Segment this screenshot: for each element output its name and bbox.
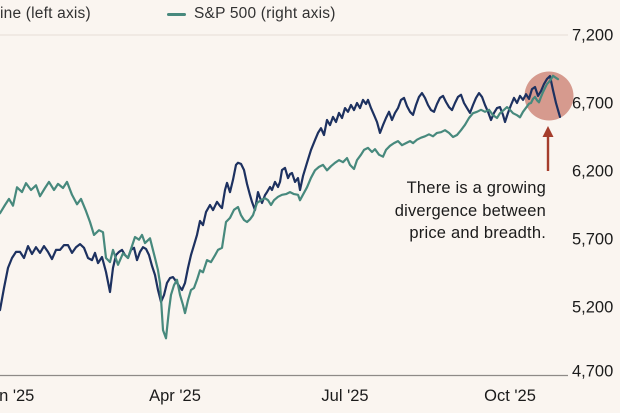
divergence-annotation: There is a growing divergence between pr… bbox=[316, 177, 546, 245]
chart-legend: ine (left axis) S&P 500 (right axis) bbox=[0, 0, 620, 30]
right-axis-tick-label-5200: 5,200 bbox=[572, 299, 613, 317]
x-axis-tick-label-3: Jul '25 bbox=[321, 387, 368, 405]
x-axis-tick-label-4: Oct '25 bbox=[484, 387, 536, 405]
breadth-line-series bbox=[0, 74, 562, 312]
legend-label-breadth-line: ine (left axis) bbox=[0, 5, 91, 22]
legend-item-breadth-line: ine (left axis) bbox=[0, 5, 91, 23]
annotation-line-3: price and breadth. bbox=[409, 224, 546, 242]
annotation-line-1: There is a growing bbox=[406, 179, 546, 197]
right-axis-tick-label-4700: 4,700 bbox=[572, 363, 613, 381]
right-axis-tick-label-5700: 5,700 bbox=[572, 231, 613, 249]
right-axis-tick-label-7200: 7,200 bbox=[572, 27, 613, 45]
legend-label-sp500: S&P 500 (right axis) bbox=[194, 5, 336, 22]
x-axis-tick-label-2: Apr '25 bbox=[149, 387, 201, 405]
sp500-legend-line-marker bbox=[167, 12, 186, 16]
divergence-highlight-circle bbox=[524, 71, 574, 121]
right-axis-tick-label-6700: 6,700 bbox=[572, 95, 613, 113]
legend-item-sp500: S&P 500 (right axis) bbox=[167, 5, 336, 23]
x-axis-tick-label-1: Jan '25 bbox=[0, 387, 34, 405]
annotation-line-2: divergence between bbox=[394, 201, 546, 220]
sp500-line-series bbox=[0, 74, 560, 340]
annotation-arrow-head bbox=[542, 126, 554, 137]
right-axis-tick-label-6200: 6,200 bbox=[572, 163, 613, 181]
